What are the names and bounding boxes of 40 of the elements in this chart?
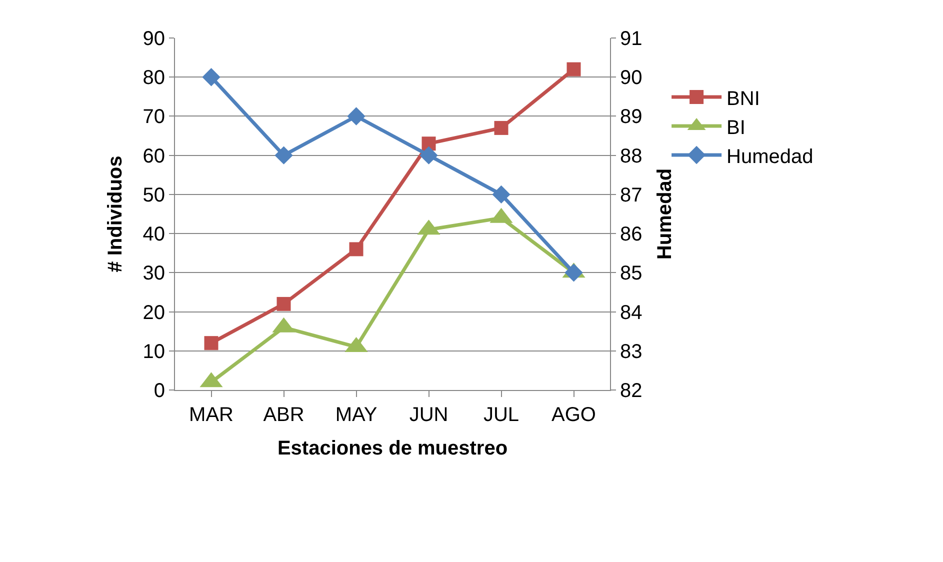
y2-tick-label: 85 <box>620 262 642 285</box>
point <box>494 120 508 135</box>
x-tick-label: ABR <box>263 404 304 426</box>
x-tick-label: JUL <box>483 404 520 426</box>
y-tick-label: 70 <box>142 106 165 128</box>
legend-label: Humedad <box>726 146 814 168</box>
y-tick-label: 40 <box>142 224 165 246</box>
x-axis-title: Estaciones de muestreo <box>277 438 508 460</box>
y2-tick-label: 88 <box>620 145 642 168</box>
y2-tick-label: 83 <box>620 340 642 363</box>
point <box>202 68 220 86</box>
y-tick-label: 50 <box>142 184 165 206</box>
y2-tick-label: 91 <box>620 28 642 50</box>
point <box>274 146 293 164</box>
point <box>420 146 438 164</box>
y2-tick-label: 82 <box>620 380 642 402</box>
point <box>347 107 366 126</box>
point <box>566 62 581 76</box>
y-tick-label: 60 <box>142 145 165 168</box>
y2-tick-label: 89 <box>620 106 642 128</box>
y-tick-label: 0 <box>154 380 165 402</box>
y-tick-label: 10 <box>142 340 165 363</box>
y2-tick-label: 86 <box>620 224 642 246</box>
y-tick-label: 90 <box>142 28 165 50</box>
x-tick-label: MAY <box>335 404 378 426</box>
y2-tick-label: 90 <box>620 67 642 90</box>
legend-label: BI <box>726 116 746 139</box>
x-tick-label: AGO <box>552 404 596 426</box>
y-tick-label: 80 <box>142 67 165 90</box>
y2-tick-label: 87 <box>620 184 642 206</box>
y-tick-label: 20 <box>142 302 165 324</box>
y2-tick-label: 84 <box>620 302 642 324</box>
x-tick-label: JUN <box>409 404 448 426</box>
y-axis-title: # Individuos <box>104 156 126 272</box>
y2-axis-title: Humedad <box>654 168 676 260</box>
legend-label: BNI <box>726 88 760 110</box>
x-tick-label: MAR <box>189 404 234 426</box>
point <box>564 264 583 282</box>
point <box>492 185 510 204</box>
y-tick-label: 30 <box>142 262 165 285</box>
